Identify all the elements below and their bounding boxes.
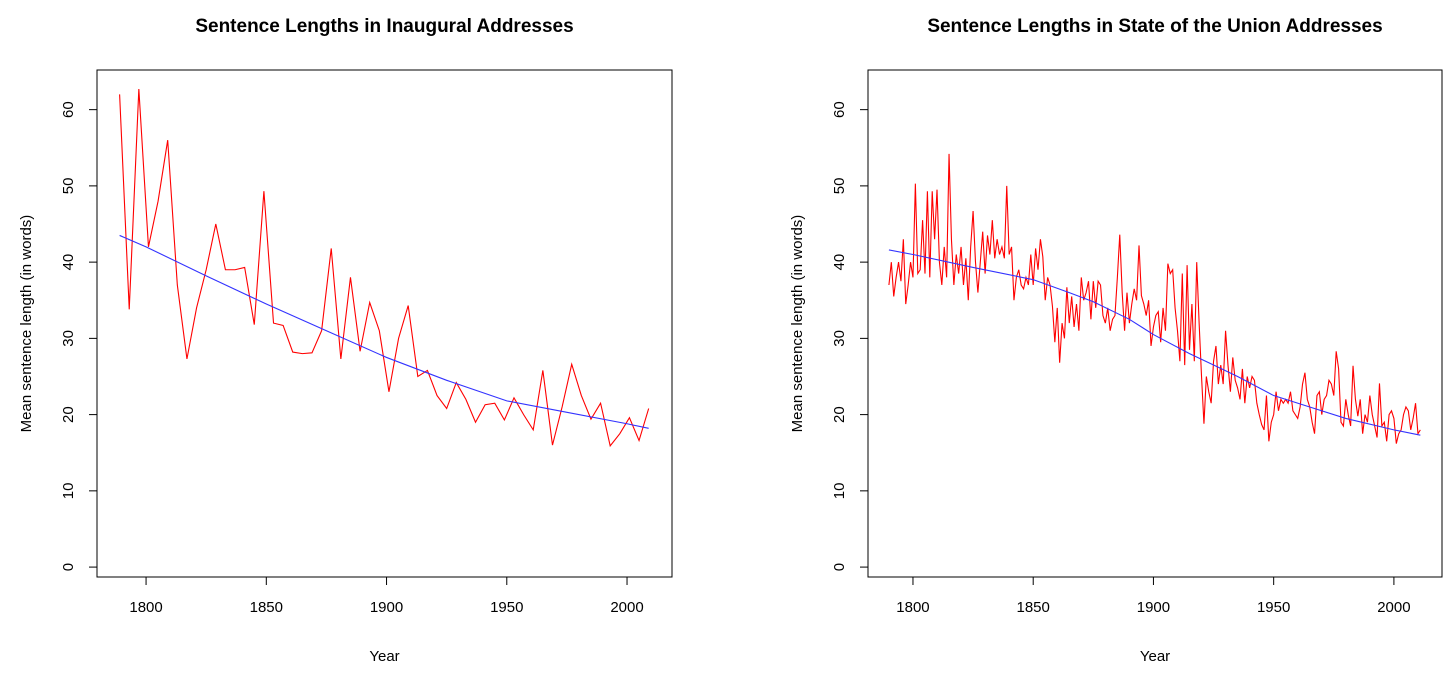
- y-axis-label: Mean sentence length (in words): [789, 215, 806, 433]
- y-axis-label: Mean sentence length (in words): [18, 215, 35, 433]
- x-tick-label: 1850: [250, 599, 283, 616]
- y-tick-label: 10: [60, 483, 77, 500]
- y-tick-label: 20: [831, 406, 848, 423]
- chart-title: Sentence Lengths in State of the Union A…: [927, 16, 1382, 37]
- x-axis-label: Year: [1140, 648, 1170, 665]
- x-tick-label: 1850: [1017, 599, 1050, 616]
- x-tick-label: 1800: [896, 599, 929, 616]
- y-tick-label: 60: [60, 101, 77, 118]
- chart-title: Sentence Lengths in Inaugural Addresses: [195, 16, 573, 37]
- y-tick-label: 0: [60, 563, 77, 571]
- x-tick-label: 2000: [610, 599, 643, 616]
- y-tick-label: 0: [831, 563, 848, 571]
- y-tick-label: 20: [60, 406, 77, 423]
- y-tick-label: 60: [831, 101, 848, 118]
- y-tick-label: 10: [831, 483, 848, 500]
- y-tick-label: 30: [831, 330, 848, 347]
- y-tick-label: 50: [831, 178, 848, 195]
- x-tick-label: 2000: [1377, 599, 1410, 616]
- y-tick-label: 30: [60, 330, 77, 347]
- y-tick-label: 40: [831, 254, 848, 271]
- x-tick-label: 1800: [129, 599, 162, 616]
- x-axis-label: Year: [369, 648, 399, 665]
- y-tick-label: 50: [60, 178, 77, 195]
- series-line: [119, 89, 650, 448]
- series-line: [888, 249, 1421, 436]
- series-line: [888, 153, 1421, 444]
- x-tick-label: 1950: [1257, 599, 1290, 616]
- series-line: [119, 234, 649, 429]
- plot-frame: [867, 69, 1443, 578]
- x-tick-label: 1900: [1137, 599, 1170, 616]
- plot-frame: [96, 69, 673, 578]
- x-tick-label: 1900: [370, 599, 403, 616]
- y-tick-label: 40: [60, 254, 77, 271]
- x-tick-label: 1950: [490, 599, 523, 616]
